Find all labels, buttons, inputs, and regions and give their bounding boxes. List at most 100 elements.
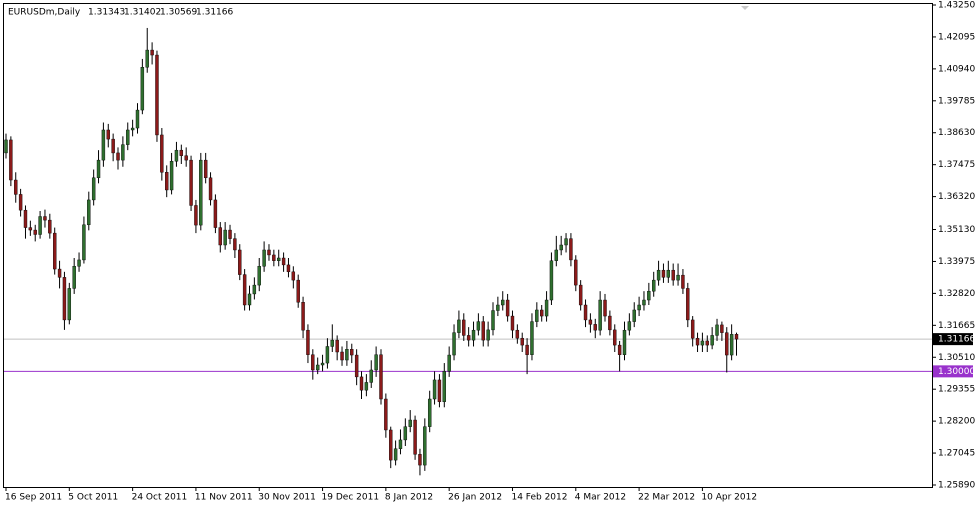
- candle-body: [452, 332, 456, 356]
- candle-body: [583, 304, 588, 321]
- candle-body: [574, 259, 578, 286]
- candle-body: [238, 249, 242, 275]
- candle-body: [681, 274, 685, 289]
- candle-body: [520, 337, 524, 346]
- y-tick-label: 1.29355: [938, 385, 975, 395]
- candle-body: [559, 244, 563, 251]
- candle-body: [179, 149, 184, 156]
- candle-body: [208, 177, 213, 201]
- candle-body: [48, 219, 52, 234]
- level-label-bg: [933, 365, 973, 378]
- candle-body: [306, 329, 310, 355]
- candle-body: [67, 288, 72, 321]
- candle-body: [642, 299, 646, 306]
- candle-body: [130, 127, 135, 131]
- candle-body: [505, 299, 510, 317]
- candle-body: [622, 329, 627, 355]
- candle-body: [218, 227, 222, 246]
- candle-body: [96, 159, 101, 179]
- candle-body: [301, 302, 305, 331]
- candle-body: [14, 179, 18, 195]
- candle-body: [676, 274, 680, 281]
- candle-body: [437, 379, 442, 402]
- level-label: 1.30000: [938, 367, 975, 377]
- candle-body: [549, 260, 554, 301]
- x-tick-label: 16 Sep 2011: [5, 493, 62, 503]
- candle-body: [652, 279, 656, 292]
- candle-body: [33, 229, 37, 235]
- candle-body: [242, 274, 247, 306]
- candle-body: [101, 129, 106, 161]
- candle-body: [77, 259, 81, 267]
- candle-body: [491, 310, 495, 331]
- candle-body: [476, 321, 481, 331]
- candle-body: [647, 290, 651, 301]
- header-close: 1.31166: [196, 8, 233, 18]
- candle-body: [150, 49, 154, 56]
- candle-body: [126, 129, 130, 145]
- candle-body: [725, 332, 729, 356]
- candle-body: [627, 321, 632, 331]
- candle-body: [345, 349, 349, 361]
- candle-body: [593, 324, 597, 331]
- candle-body: [603, 299, 607, 317]
- candle-body: [160, 134, 164, 173]
- candle-body: [700, 340, 705, 346]
- candle-body: [72, 266, 76, 289]
- candle-body: [315, 364, 320, 371]
- candle-body: [471, 329, 476, 341]
- candle-body: [155, 54, 159, 136]
- candle-body: [296, 279, 300, 303]
- candle-body: [213, 199, 218, 228]
- candle-body: [233, 238, 237, 251]
- candle-body: [715, 324, 719, 336]
- candle-body: [462, 319, 466, 336]
- candle-body: [705, 340, 709, 346]
- y-tick-label: 1.40940: [938, 64, 975, 74]
- candle-body: [374, 354, 378, 371]
- candle-body: [666, 269, 671, 278]
- candle-body: [466, 335, 471, 341]
- candle-body: [189, 159, 193, 206]
- candle-body: [481, 321, 485, 341]
- candle-body: [720, 324, 724, 333]
- y-tick-label: 1.31665: [938, 321, 975, 331]
- candle-body: [38, 216, 42, 235]
- y-tick-label: 1.27045: [938, 449, 975, 459]
- candle-body: [82, 224, 86, 261]
- x-tick-label: 22 Mar 2012: [638, 493, 695, 503]
- candle-body: [540, 309, 544, 317]
- candle-body: [223, 229, 227, 246]
- candle-body: [496, 304, 500, 311]
- candle-body: [165, 172, 169, 191]
- candle-body: [671, 269, 675, 281]
- candle-body: [291, 271, 296, 281]
- candle-body: [169, 161, 174, 191]
- x-tick-label: 14 Feb 2012: [511, 493, 567, 503]
- candle-body: [578, 284, 583, 306]
- candle-body: [457, 319, 461, 333]
- candle-body: [510, 315, 515, 331]
- candle-body: [330, 339, 334, 347]
- candle-body: [121, 144, 125, 161]
- candle-body: [359, 376, 364, 391]
- candle-body: [486, 329, 490, 341]
- candle-body: [257, 266, 261, 286]
- candle-body: [432, 379, 437, 400]
- candle-body: [106, 129, 110, 140]
- candle-body: [62, 277, 67, 321]
- candle-body: [87, 199, 91, 226]
- candle-body: [734, 334, 739, 340]
- candle-body: [554, 249, 559, 261]
- candle-body: [598, 299, 602, 331]
- candle-body: [632, 309, 636, 322]
- candle-body: [350, 349, 354, 356]
- candle-body: [311, 354, 315, 371]
- candle-body: [535, 309, 539, 322]
- y-tick-label: 1.28200: [938, 417, 975, 427]
- x-tick-label: 30 Nov 2011: [258, 493, 316, 503]
- candle-body: [28, 227, 33, 231]
- candle-body: [710, 335, 714, 346]
